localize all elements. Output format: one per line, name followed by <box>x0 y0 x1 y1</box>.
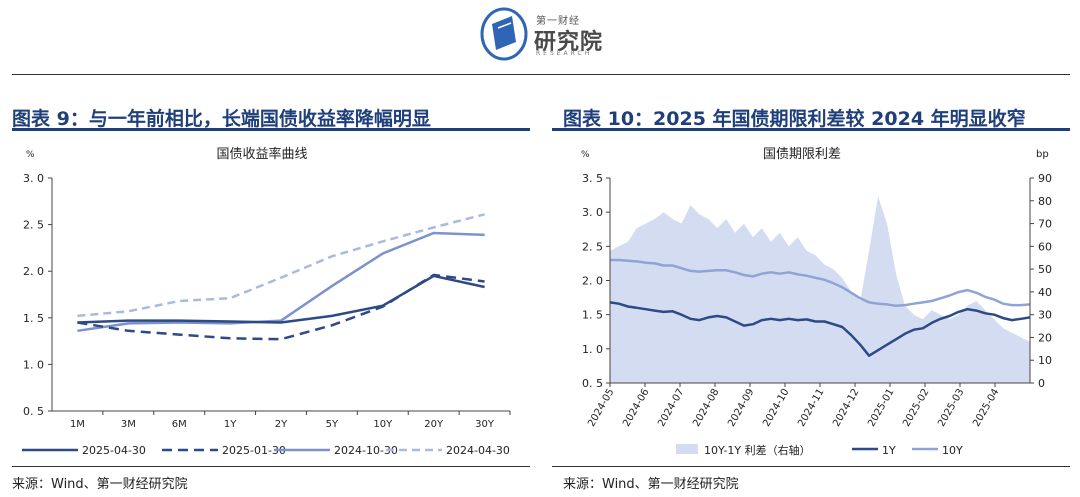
series-line-10y <box>610 258 1031 308</box>
y-tick-label: 0. 5 <box>582 377 603 390</box>
legend-label: 2024-10-30 <box>334 444 398 457</box>
legend-label: 10Y-1Y 利差（右轴） <box>704 443 811 457</box>
legend-item: 2025-01-30 <box>162 444 286 457</box>
series-line <box>77 274 485 324</box>
legend-item: 10Y-1Y 利差（右轴） <box>676 443 811 457</box>
chart-title: 国债期限利差 <box>763 147 841 162</box>
brand-logo <box>480 7 528 61</box>
term-spread-chart: 国债期限利差 % bp 0. 5 1. 0 1. 5 2. 0 2. 5 3. 0 3. 5… <box>581 147 1052 457</box>
y2-tick-label: 80 <box>1038 195 1052 208</box>
x-tick-label: 2Y <box>275 419 288 430</box>
x-tick-label: 2024-05 <box>586 387 616 429</box>
x-tick-label: 1Y <box>224 419 237 430</box>
series-line-1y <box>609 301 1031 357</box>
x-tick-label: 2025-04 <box>971 387 1001 429</box>
y-tick-label: 2. 0 <box>23 265 44 278</box>
series-line <box>77 231 485 333</box>
y-tick-label: 2. 5 <box>23 219 44 232</box>
chart-legend: 10Y-1Y 利差（右轴） 1Y 10Y <box>676 443 963 457</box>
x-tick-label: 3M <box>121 419 136 430</box>
yield-curve-chart: 国债收益率曲线 % 0. 5 1. 0 1. 5 2. 0 2. 5 3. 0 1M 3M 6… <box>22 146 511 457</box>
y-tick-label: 0. 5 <box>23 405 44 418</box>
left-source-note: 来源：Wind、第一财经研究院 <box>12 477 188 492</box>
x-tick-label: 30Y <box>475 419 495 430</box>
left-source-rule <box>12 466 530 467</box>
y-axis-unit: % <box>26 150 35 160</box>
spread-area <box>610 196 1030 383</box>
x-tick-label: 2024-12 <box>831 387 861 429</box>
x-tick-label: 10Y <box>373 419 393 430</box>
y2-tick-label: 70 <box>1038 218 1052 231</box>
y-tick-label: 2. 0 <box>582 275 603 288</box>
y2-axis-unit: bp <box>1036 149 1049 160</box>
legend-label: 1Y <box>882 444 896 457</box>
x-tick-label: 2024-10 <box>761 387 791 429</box>
x-tick-label: 5Y <box>326 419 339 430</box>
left-panel-title: 图表 9：与一年前相比，长端国债收益率降幅明显 <box>12 108 431 130</box>
header-rule <box>12 74 1070 75</box>
y2-tick-label: 60 <box>1038 240 1052 253</box>
y2-tick-label: 20 <box>1038 331 1052 344</box>
logo-main-text: 研究院 <box>534 30 604 55</box>
y2-tick-label: 30 <box>1038 309 1052 322</box>
y-tick-label: 1. 5 <box>582 309 603 322</box>
logo-top-text: 第一财经 <box>536 16 580 27</box>
logo-sub-text: RESEARCH <box>536 50 593 57</box>
y-tick-label: 2. 5 <box>582 240 603 253</box>
x-tick-label: 2024-11 <box>796 387 826 429</box>
chart-legend: 2025-04-30 2025-01-30 2024-10-30 2024-04… <box>22 444 510 457</box>
legend-item: 1Y <box>852 444 896 457</box>
x-tick-label: 2024-07 <box>656 387 686 429</box>
y2-tick-label: 40 <box>1038 286 1052 299</box>
right-title-rule <box>552 128 1070 131</box>
legend-label: 2025-04-30 <box>82 444 146 457</box>
x-tick-label: 2025-02 <box>901 387 931 429</box>
logo-ring-icon <box>480 7 528 61</box>
y-axis-unit: % <box>581 150 590 160</box>
x-tick-label: 2025-03 <box>936 387 966 429</box>
y2-tick-label: 90 <box>1038 172 1052 185</box>
legend-label: 2024-04-30 <box>446 444 510 457</box>
chart-title: 国债收益率曲线 <box>216 146 307 162</box>
y2-tick-label: 0 <box>1038 377 1045 390</box>
series-line <box>77 213 485 318</box>
series-line <box>77 273 485 341</box>
y-tick-label: 3. 0 <box>582 206 603 219</box>
x-tick-label: 6M <box>172 419 187 430</box>
right-source-rule <box>552 466 1070 467</box>
x-tick-label: 2024-09 <box>726 387 756 429</box>
y2-tick-label: 50 <box>1038 263 1052 276</box>
legend-item: 2024-04-30 <box>386 444 510 457</box>
legend-item: 2025-04-30 <box>22 444 146 457</box>
logo-book-icon <box>492 16 516 50</box>
right-source-note: 来源：Wind、第一财经研究院 <box>563 477 739 492</box>
x-tick-label: 2025-01 <box>866 387 896 429</box>
legend-label: 10Y <box>942 444 963 457</box>
x-tick-label: 2024-06 <box>621 387 651 429</box>
legend-item: 10Y <box>912 444 963 457</box>
x-tick-label: 2024-08 <box>691 387 721 429</box>
y-tick-label: 1. 0 <box>582 343 603 356</box>
legend-label: 2025-01-30 <box>222 444 286 457</box>
y2-tick-label: 10 <box>1038 354 1052 367</box>
y-tick-label: 1. 5 <box>23 312 44 325</box>
legend-item: 2024-10-30 <box>274 444 398 457</box>
x-tick-label: 1M <box>70 419 85 430</box>
x-tick-label: 20Y <box>424 419 444 430</box>
y-tick-label: 3. 5 <box>582 172 603 185</box>
right-panel-title: 图表 10：2025 年国债期限利差较 2024 年明显收窄 <box>563 108 1026 130</box>
y-tick-label: 3. 0 <box>23 172 44 185</box>
y-tick-label: 1. 0 <box>23 358 44 371</box>
left-title-rule <box>12 128 530 131</box>
